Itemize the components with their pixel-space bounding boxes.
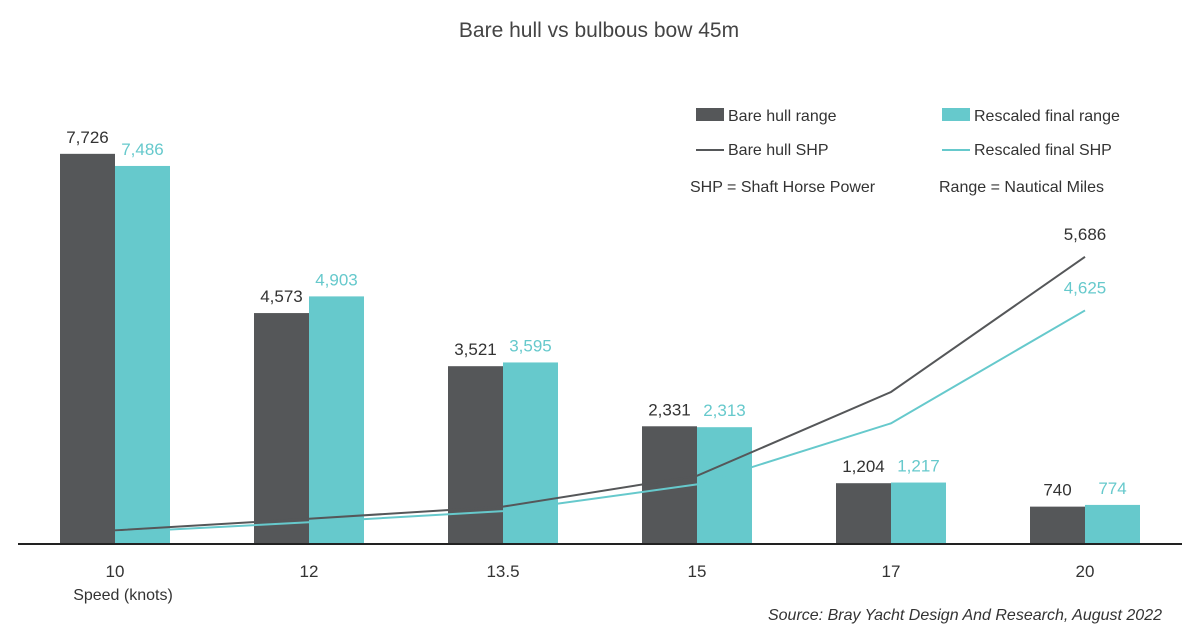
legend-label-bare-hull-shp: Bare hull SHP [728,142,829,159]
x-tick-label-12: 12 [300,562,319,581]
x-tick-labels: 10 12 13.5 15 17 20 [106,562,1095,581]
legend-label-rescaled-final-shp: Rescaled final SHP [974,142,1112,159]
bar-bare-hull-range-10 [60,153,115,544]
bar-bare-hull-range-20 [1030,506,1085,544]
bar-bare-hull-range-13-5 [448,366,503,544]
legend-label-rescaled-final-range: Rescaled final range [974,108,1120,125]
x-tick-label-13-5: 13.5 [486,562,519,581]
value-label-bare-hull-range-13-5: 3,521 [454,340,497,359]
note-shp-definition: SHP = Shaft Horse Power [690,179,876,196]
legend-swatch-rescaled-final-range [942,108,970,121]
value-label-rescaled-final-range-20: 774 [1098,479,1126,498]
bar-rescaled-final-range-10 [115,165,170,544]
value-label-bare-hull-range-12: 4,573 [260,287,303,306]
bar-rescaled-final-range-17 [891,482,946,544]
value-label-rescaled-final-shp-20: 4,625 [1064,278,1107,297]
value-label-rescaled-final-range-13-5: 3,595 [509,336,552,355]
value-label-rescaled-final-range-12: 4,903 [315,270,358,289]
legend: Bare hull range Rescaled final range Bar… [690,108,1120,196]
bar-rescaled-final-range-20 [1085,504,1140,544]
line-group [114,256,1086,534]
x-tick-label-20: 20 [1076,562,1095,581]
value-label-group: 7,726 4,573 3,521 2,331 1,204 740 7,486 4,903 3,… [66,128,1126,500]
bar-rescaled-final-range-13-5 [503,362,558,544]
source-note: Source: Bray Yacht Design And Research, … [768,607,1162,624]
bar-bare-hull-range-17 [836,483,891,544]
line-rescaled-final-shp [114,309,1086,534]
value-label-rescaled-final-range-17: 1,217 [897,457,940,476]
value-label-bare-hull-range-10: 7,726 [66,128,109,147]
value-label-rescaled-final-range-15: 2,313 [703,401,746,420]
value-label-bare-hull-shp-20: 5,686 [1064,225,1107,244]
bar-rescaled-final-range-15 [697,427,752,544]
line-bare-hull-shp [114,256,1086,532]
x-tick-label-17: 17 [882,562,901,581]
x-tick-label-15: 15 [688,562,707,581]
value-label-bare-hull-range-17: 1,204 [842,457,885,476]
value-label-rescaled-final-range-10: 7,486 [121,140,164,159]
bar-bare-hull-range-12 [254,313,309,544]
legend-swatch-bare-hull-range [696,108,724,121]
chart-title: Bare hull vs bulbous bow 45m [459,19,739,42]
bar-rescaled-final-range-12 [309,296,364,544]
x-axis-label: Speed (knots) [73,587,173,604]
bar-group [60,153,1140,544]
legend-label-bare-hull-range: Bare hull range [728,108,837,125]
value-label-bare-hull-range-15: 2,331 [648,400,691,419]
note-range-definition: Range = Nautical Miles [939,179,1104,196]
value-label-bare-hull-range-20: 740 [1043,481,1071,500]
x-tick-label-10: 10 [106,562,125,581]
